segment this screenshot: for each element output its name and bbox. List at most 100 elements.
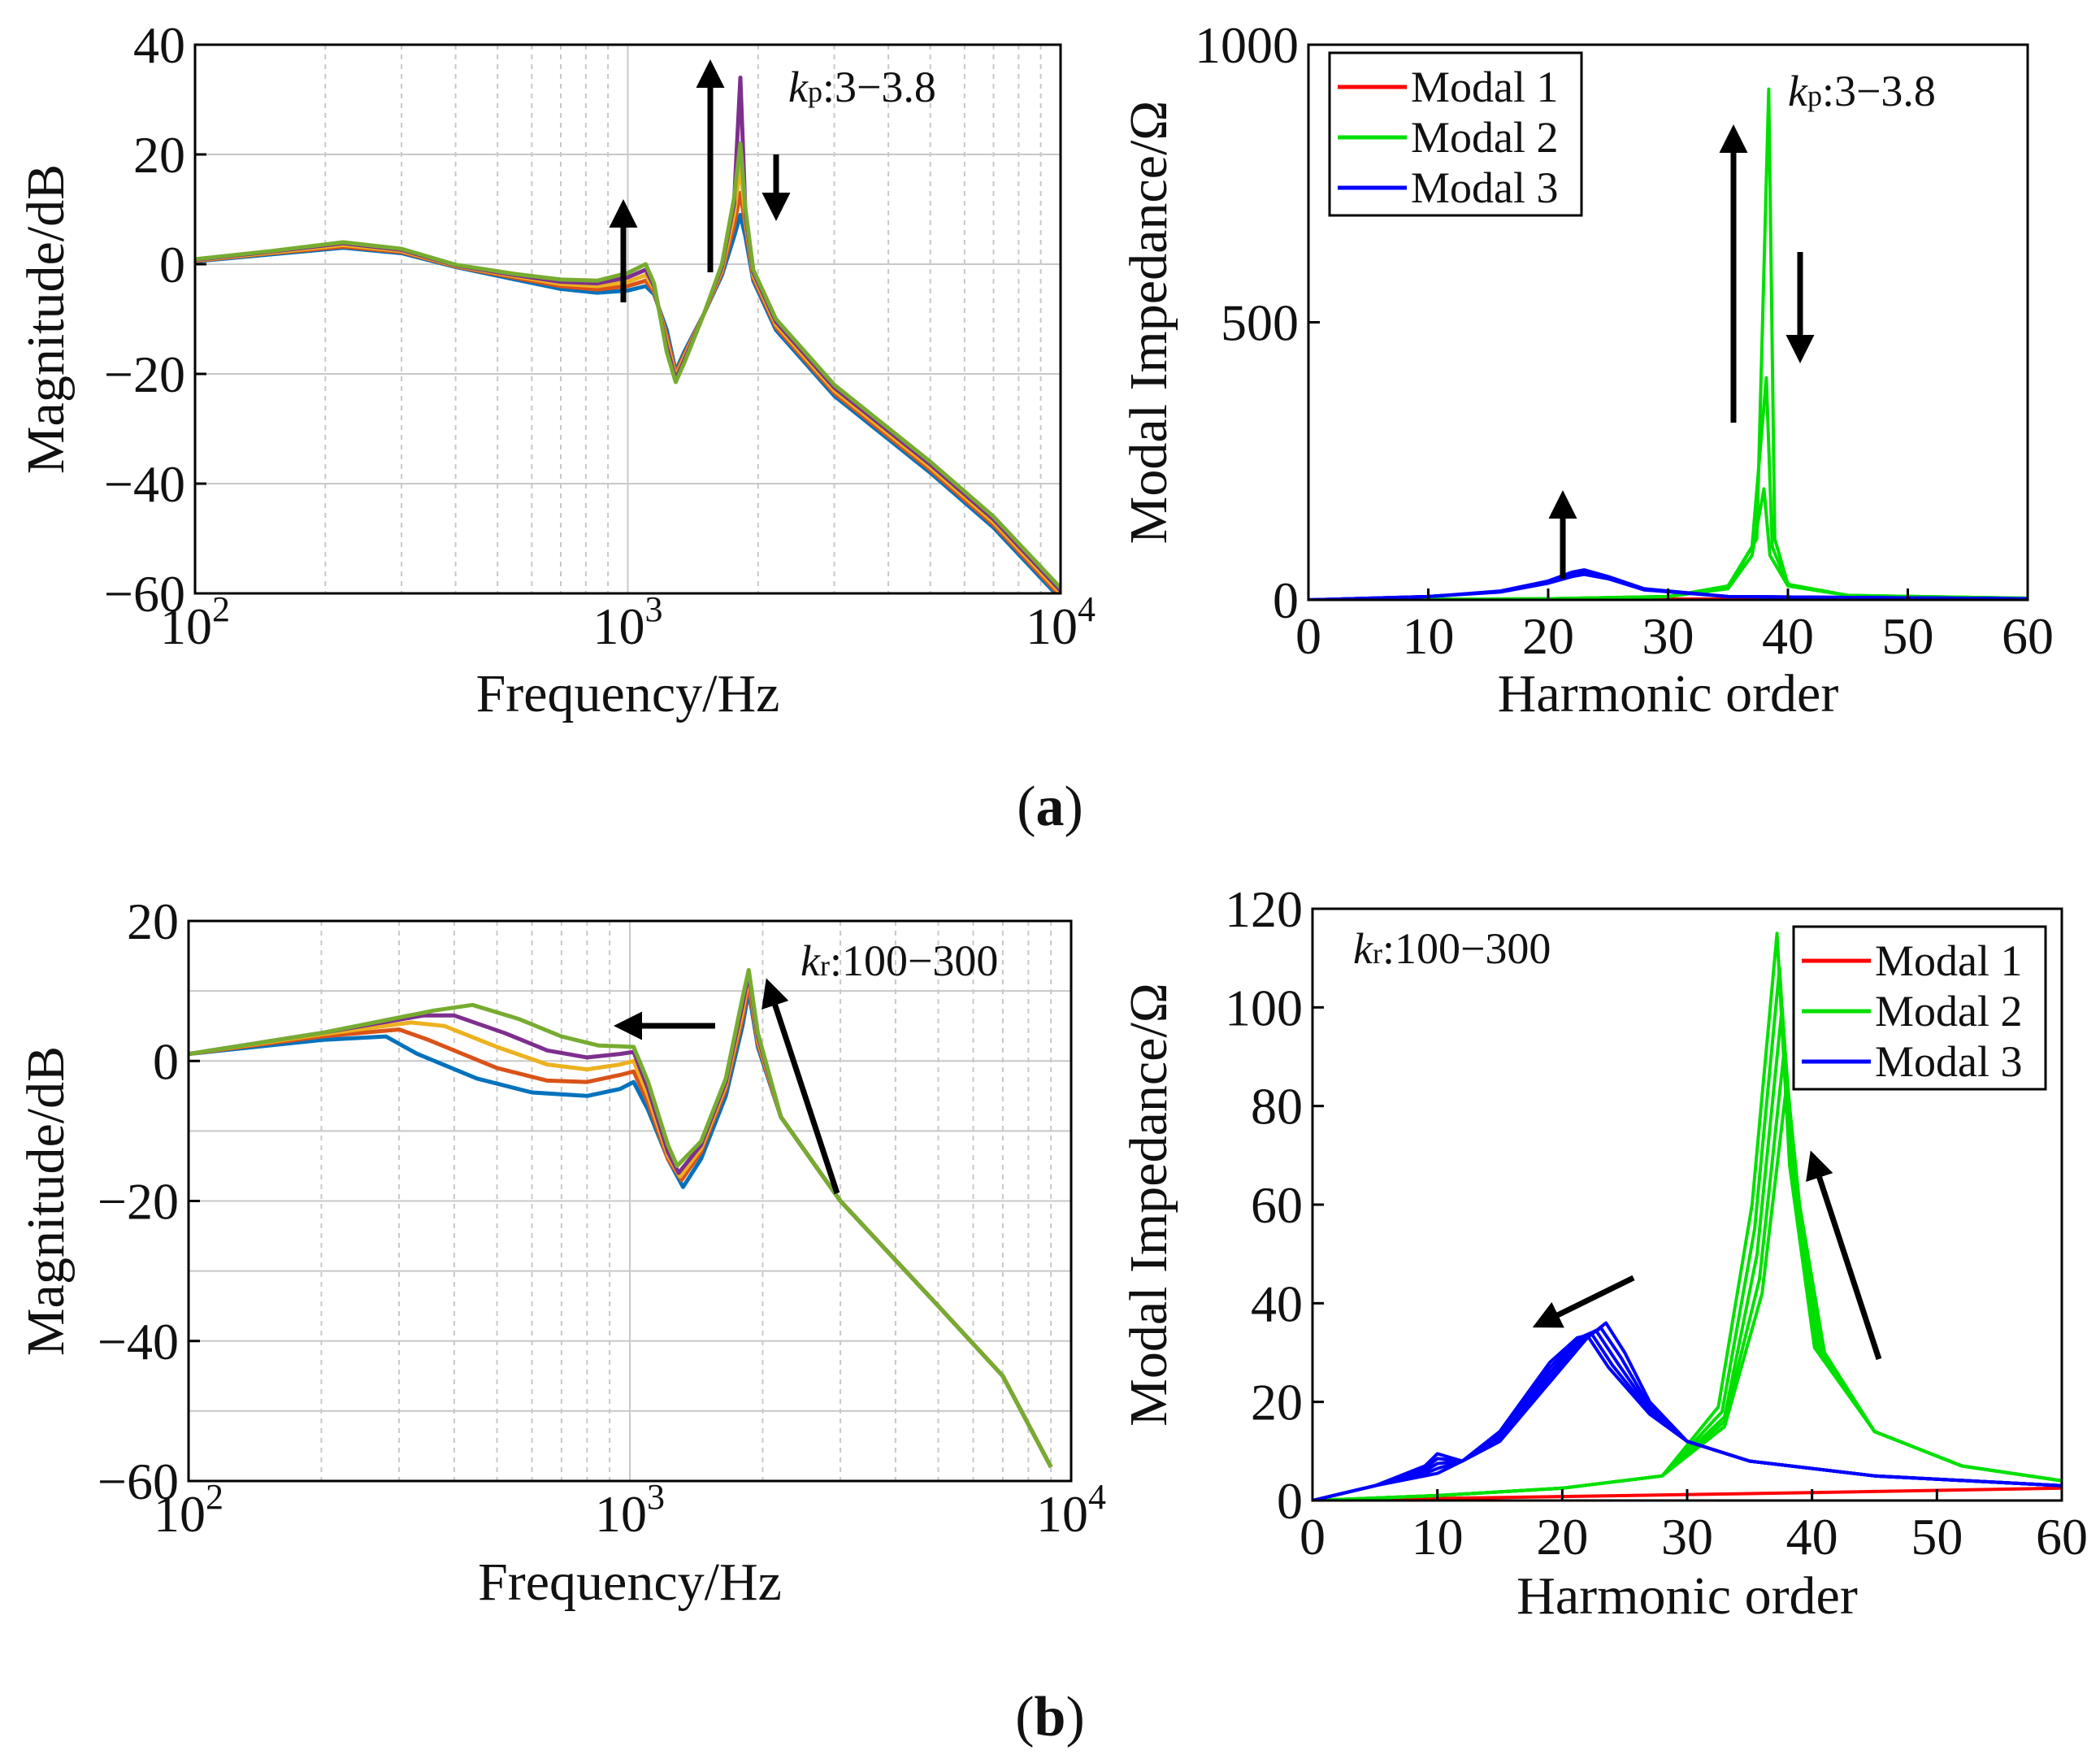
y-tick-label: 20: [133, 126, 185, 184]
annotation-subscript: r: [1373, 937, 1382, 970]
x-axis-label: Frequency/Hz: [478, 1553, 782, 1612]
x-tick-label: 50: [1911, 1508, 1963, 1566]
annotation-symbol: k: [1788, 67, 1808, 115]
y-tick-label: 20: [127, 893, 179, 950]
x-tick-exponent: 4: [1078, 589, 1096, 629]
y-axis-label: Modal Impedance/Ω: [1119, 983, 1178, 1427]
series-line: [1312, 1333, 2062, 1501]
y-tick-label: 40: [133, 16, 185, 74]
y-axis-label: Modal Impedance/Ω: [1119, 101, 1178, 545]
x-tick-label: 60: [2036, 1508, 2088, 1566]
x-tick-base: 10: [595, 1485, 647, 1543]
y-tick-label: 0: [1273, 571, 1299, 629]
grid: [195, 44, 1061, 594]
x-tick-base: 10: [154, 1485, 206, 1543]
series-group: [1312, 932, 2062, 1501]
chart-b-right: 120 100 80 60 40 20 00 10 20 30 40 50 60 Harmonic ord…: [1119, 880, 2088, 1626]
y-tick-label: 0: [159, 236, 185, 293]
series-line: [1308, 568, 2028, 600]
x-tick-base: 10: [1026, 597, 1078, 655]
series-line: [1308, 487, 2028, 600]
series-line: [189, 975, 1053, 1468]
x-tick-exponent: 2: [212, 589, 230, 629]
caption-a: (a): [1017, 775, 1083, 838]
x-tick-base: 10: [593, 597, 645, 655]
grid: [189, 920, 1071, 1482]
x-axis-label: Frequency/Hz: [476, 664, 780, 723]
caption-b-open: (: [1015, 1686, 1034, 1748]
series-line: [1308, 376, 2028, 600]
series-line: [1312, 932, 2062, 1501]
x-tick-label: 60: [2002, 607, 2054, 665]
y-tick-label: −20: [98, 1173, 179, 1231]
x-tick-label: 40: [1762, 607, 1814, 665]
x-tick-label: 20: [1522, 607, 1574, 665]
series-line: [189, 967, 1053, 1468]
x-tick-base: 10: [160, 597, 212, 655]
x-tick-label: 10: [1403, 607, 1455, 665]
annotation-subscript: p: [1807, 80, 1822, 112]
trend-arrow: [1806, 1150, 1882, 1361]
y-tick-label: 1000: [1195, 16, 1299, 74]
series-group: [189, 967, 1053, 1468]
x-tick-label: 104: [1026, 589, 1096, 655]
y-tick-label: 60: [1251, 1176, 1303, 1234]
x-tick-exponent: 3: [645, 589, 663, 629]
series-line: [195, 141, 1061, 590]
x-tick-exponent: 2: [206, 1477, 223, 1517]
trend-arrow: [761, 978, 840, 1195]
series-line: [189, 982, 1053, 1468]
series-line: [1312, 1045, 2062, 1501]
y-tick-label: 0: [153, 1032, 179, 1090]
y-tick-label: −60: [104, 565, 185, 623]
x-tick-exponent: 3: [647, 1477, 665, 1517]
annotation-subscript: p: [808, 76, 822, 108]
plot-frame: [193, 43, 1062, 595]
x-tick-label: 30: [1661, 1508, 1713, 1566]
x-tick-label: 103: [595, 1477, 665, 1543]
x-tick-label: 104: [1036, 1477, 1106, 1543]
y-tick-label: −60: [98, 1453, 179, 1510]
series-line: [189, 988, 1053, 1468]
caption-a-close: ): [1065, 775, 1083, 838]
series-line: [1312, 1079, 2062, 1501]
parameter-annotation: kr:100−300: [1353, 924, 1551, 973]
annotation-symbol: k: [1353, 924, 1373, 973]
y-tick-label: 80: [1251, 1078, 1303, 1136]
series-group: [195, 76, 1061, 593]
x-tick-label: 40: [1786, 1508, 1838, 1566]
annotation-range: :100−300: [1382, 924, 1551, 973]
legend-label: Modal 2: [1875, 987, 2023, 1036]
caption-a-letter: a: [1036, 775, 1065, 838]
x-tick-label: 103: [593, 589, 663, 655]
annotation-range: :100−300: [830, 936, 998, 985]
y-tick-label: 40: [1251, 1275, 1303, 1332]
x-tick-label: 50: [1882, 607, 1934, 665]
y-tick-label: 100: [1225, 979, 1303, 1036]
y-tick-label: −20: [104, 345, 185, 403]
chart-a-right: 1000 500 00 10 20 30 40 50 60 Harmonic order Modal…: [1119, 16, 2054, 723]
x-tick-exponent: 4: [1088, 1477, 1106, 1517]
trend-arrow: [1532, 1275, 1635, 1328]
x-tick-label: 102: [154, 1477, 223, 1543]
y-tick-label: −40: [104, 455, 185, 513]
legend-label: Modal 3: [1875, 1037, 2023, 1086]
x-tick-label: 0: [1299, 1508, 1326, 1566]
x-tick-base: 10: [1036, 1485, 1088, 1543]
y-axis-label: Magnitude/dB: [16, 1046, 76, 1356]
x-tick-label: 102: [160, 589, 230, 655]
parameter-annotation: kp:3−3.8: [1788, 67, 1936, 115]
y-tick-label: 20: [1251, 1374, 1303, 1431]
annotation-range: :3−3.8: [1822, 67, 1936, 115]
x-tick-label: 10: [1412, 1508, 1464, 1566]
x-tick-label: 0: [1295, 607, 1321, 665]
annotation-symbol: k: [788, 63, 809, 111]
x-tick-label: 30: [1642, 607, 1694, 665]
legend-label: Modal 1: [1875, 936, 2023, 985]
caption-b-close: ): [1065, 1686, 1084, 1748]
caption-b: (b): [1015, 1686, 1085, 1748]
